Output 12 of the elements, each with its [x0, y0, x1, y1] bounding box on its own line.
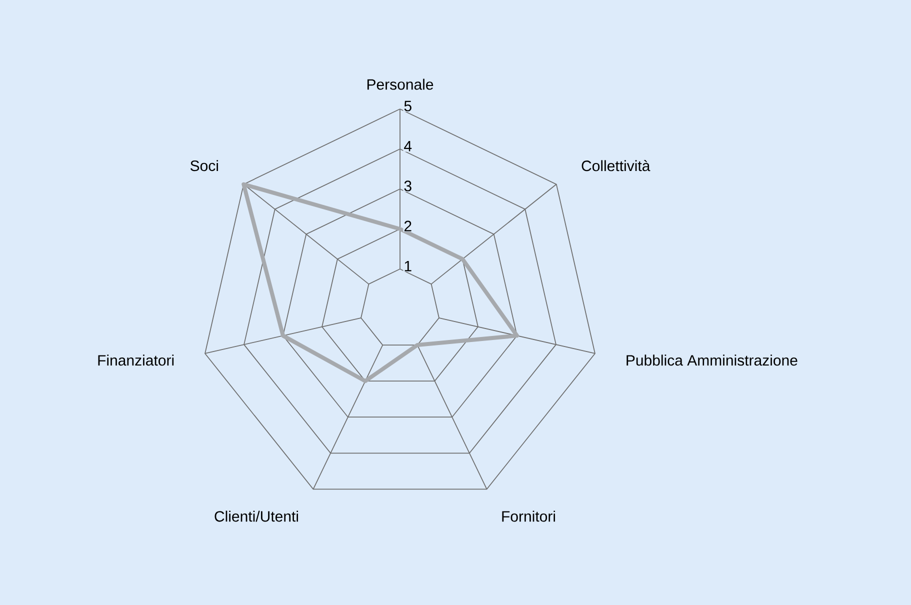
y-tick-label: 1 [404, 260, 412, 272]
spoke-label: Fornitori [502, 510, 555, 522]
spoke-label: Personale [367, 78, 434, 90]
spoke-label: Collettività [582, 160, 650, 172]
y-tick-label: 5 [404, 100, 412, 112]
spoke-label: Clienti/Utenti [214, 510, 298, 522]
spoke-label: Finanziatori [98, 354, 174, 366]
spoke-label: Soci [190, 160, 218, 172]
spoke-label: Pubblica Amministrazione [626, 354, 798, 366]
y-tick-label: 3 [404, 180, 412, 192]
y-tick-label: 4 [404, 140, 412, 152]
y-tick-label: 2 [404, 220, 412, 232]
